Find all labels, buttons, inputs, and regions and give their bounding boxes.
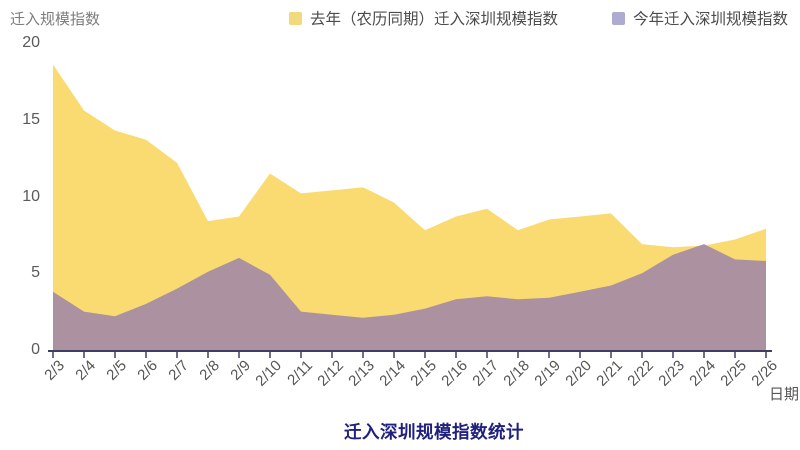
legend-label-this-year: 今年迁入深圳规模指数 <box>632 11 788 28</box>
x-axis-title: 日期 <box>769 386 800 403</box>
legend-label-last-year: 去年（农历同期）迁入深圳规模指数 <box>309 11 558 28</box>
y-tick-label: 15 <box>22 110 40 128</box>
area-series-1 <box>53 244 766 350</box>
chart-title: 迁入深圳规模指数统计 <box>344 422 524 442</box>
legend-item-this-year[interactable]: 今年迁入深圳规模指数 <box>611 7 788 29</box>
x-axis-line <box>48 350 772 352</box>
y-axis-title: 迁入规模指数 <box>10 11 101 28</box>
y-tick-label: 5 <box>31 264 40 282</box>
y-tick-label: 0 <box>31 341 40 358</box>
legend: 去年（农历同期）迁入深圳规模指数 今年迁入深圳规模指数 <box>0 7 788 29</box>
y-tick-label: 10 <box>22 187 40 205</box>
legend-item-last-year[interactable]: 去年（农历同期）迁入深圳规模指数 <box>288 7 558 29</box>
legend-swatch-this-year-icon <box>611 11 625 25</box>
y-tick-label: 20 <box>22 34 40 51</box>
legend-swatch-last-year-icon <box>288 11 302 25</box>
